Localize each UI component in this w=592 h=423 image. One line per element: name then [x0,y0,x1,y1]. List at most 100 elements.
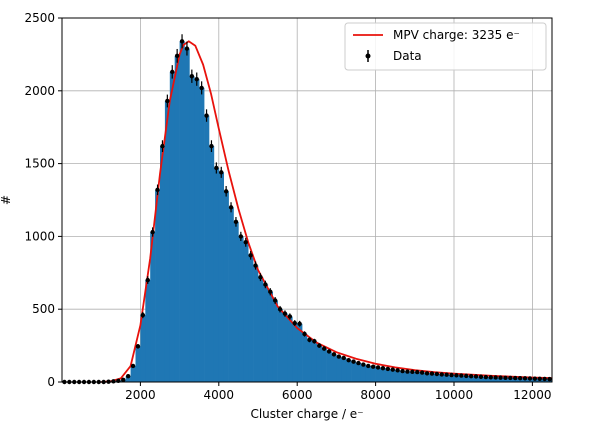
x-tick-label: 6000 [282,388,313,402]
histogram-bar [130,365,136,382]
histogram-bar [385,368,391,382]
y-axis-ticks: 0 500 1000 1500 2000 2500 [24,11,62,389]
data-point [493,375,498,380]
x-axis-label: Cluster charge / e⁻ [250,407,363,421]
histogram-bar [341,357,347,382]
data-point [464,373,469,379]
histogram-bar [160,146,166,382]
histogram-bar [493,377,499,382]
x-tick-label: 8000 [360,388,391,402]
histogram-bar [204,115,210,382]
histogram-bar [414,372,420,382]
data-point [297,321,302,326]
data-point [209,143,214,149]
y-axis-label: # [0,195,13,205]
histogram-bar [302,333,308,382]
histogram-bar [135,346,141,382]
histogram-bar [326,351,332,382]
data-point [434,371,440,377]
data-point [522,376,528,381]
data-point [356,360,361,366]
data-point [454,373,459,378]
histogram-bar [213,167,220,382]
data-point [542,376,547,382]
histogram-bar [238,236,244,382]
data-point [527,376,533,381]
y-tick-label: 2500 [24,11,55,25]
histogram-bar [258,277,264,382]
plot-frame [61,17,553,383]
data-point [326,349,332,354]
histogram-bar [307,339,313,382]
data-point [160,143,165,149]
data-point [140,312,146,318]
x-tick-label: 4000 [204,388,235,402]
data-point [263,282,268,287]
legend-data-label: Data [393,49,422,63]
data-point [449,372,454,378]
histogram-bar [179,41,185,383]
data-point [189,74,195,79]
histogram-bar [184,48,190,383]
histogram-bar [468,376,474,382]
data-point [478,374,484,379]
histogram-bar [336,356,342,382]
data-point [253,263,258,268]
histogram-bar [297,323,303,382]
y-tick-label: 2000 [24,84,55,98]
data-point [503,375,508,380]
y-tick-label: 500 [32,302,55,316]
data-point [547,376,552,382]
histogram-bar [419,372,425,382]
histogram-bar [458,375,465,382]
data-point [424,371,430,376]
histogram-bar [262,284,269,382]
histogram-bar [169,71,175,382]
data-point [483,374,489,380]
data-point [155,187,160,193]
data-point [390,367,395,372]
data-point [419,370,425,375]
histogram-bar [223,191,229,382]
histogram-bar [292,323,298,382]
data-point [272,298,278,303]
data-point [385,366,391,372]
histogram-bar [473,376,479,382]
data-point [488,375,493,380]
y-tick-label: 1500 [24,157,55,171]
histogram-bar [488,377,494,382]
data-point [400,368,405,374]
data-point [532,376,538,381]
data-point [415,369,420,375]
data-point [170,69,175,75]
data-point [233,219,239,225]
data-point [336,354,342,359]
histogram-bar [194,79,200,382]
histogram-bar [316,345,322,382]
histogram-bar [150,232,156,382]
histogram-bar [405,371,411,382]
data-point [219,170,224,175]
data-point [150,229,155,235]
histogram-bar [164,100,171,382]
data-point [312,339,317,344]
data-point [165,98,170,104]
data-point [439,372,444,377]
data-point [135,344,141,349]
histogram-bar [311,341,318,382]
histogram-bar [277,309,283,382]
histogram-bar [395,370,401,382]
y-tick-label: 0 [47,375,55,389]
data-point [361,362,366,367]
histogram-bar [145,280,151,382]
data-point [410,369,415,375]
histogram-bar [228,207,234,382]
data-point [429,371,435,376]
histogram-bar [155,189,161,382]
histogram-bar [390,369,396,382]
histogram-bar [287,316,293,382]
data-point [317,343,322,348]
legend-box [344,22,547,71]
data-point [444,372,449,377]
